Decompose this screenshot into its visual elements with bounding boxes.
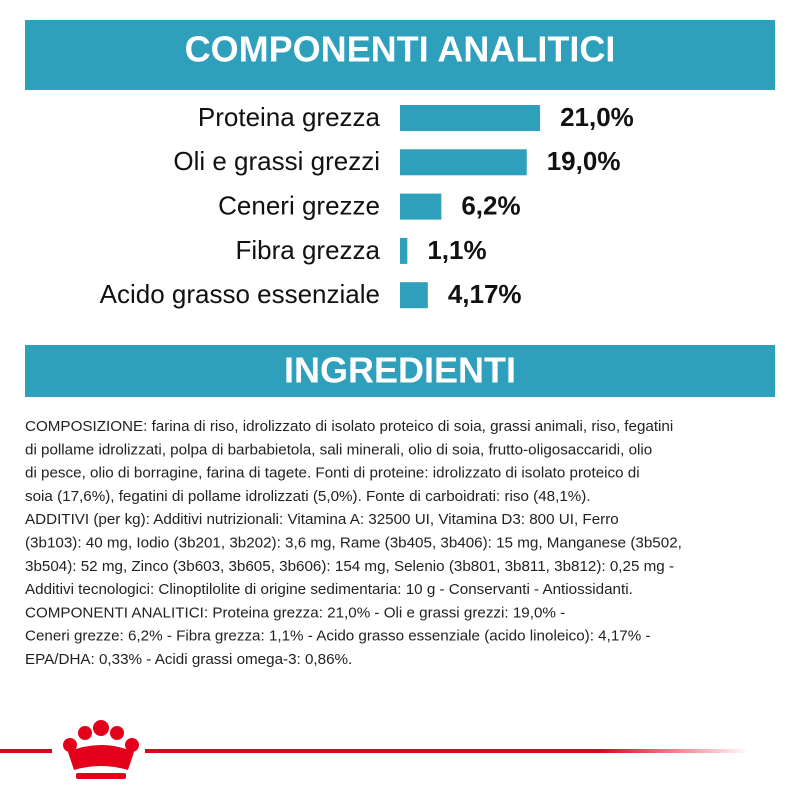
ingredient-line: Ceneri grezze: 6,2% - Fibra grezza: 1,1%… xyxy=(25,628,651,645)
value-label: 4,17% xyxy=(448,279,522,309)
ingredient-line: Additivi tecnologici: Clinoptilolite di … xyxy=(25,581,633,598)
value-label: 6,2% xyxy=(461,190,520,220)
bar xyxy=(400,193,442,220)
ingredient-line: soia (17,6%), fegatini di pollame idroli… xyxy=(25,488,591,505)
category-label: Proteina grezza xyxy=(198,102,381,132)
bar xyxy=(400,237,408,264)
ingredient-line: EPA/DHA: 0,33% - Acidi grassi omega-3: 0… xyxy=(25,651,352,668)
bar xyxy=(400,149,527,176)
bar xyxy=(400,282,428,309)
logo xyxy=(63,720,139,779)
ingredient-line: ADDITIVI (per kg): Additivi nutrizionali… xyxy=(25,511,619,528)
header-band xyxy=(25,345,775,397)
bar xyxy=(400,105,541,131)
footer-line xyxy=(145,749,750,753)
category-label: Ceneri grezze xyxy=(218,190,380,220)
section-title: INGREDIENTI xyxy=(284,350,516,391)
category-label: Oli e grassi grezzi xyxy=(173,146,380,176)
ingredient-line: 3b504): 52 mg, Zinco (3b603, 3b605, 3b60… xyxy=(25,558,674,575)
value-label: 21,0% xyxy=(560,102,634,132)
ingredient-line: (3b103): 40 mg, Iodio (3b201, 3b202): 3,… xyxy=(25,535,682,552)
category-label: Acido grasso essenziale xyxy=(100,279,380,309)
ingredient-line: di pollame idrolizzati, polpa di barbabi… xyxy=(25,441,652,458)
value-label: 1,1% xyxy=(427,235,486,265)
ingredient-line: di pesce, olio di borragine, farina di t… xyxy=(25,465,640,482)
header-band xyxy=(25,20,775,90)
ingredient-line: COMPONENTI ANALITICI: Proteina grezza: 2… xyxy=(25,604,565,621)
category-label: Fibra grezza xyxy=(236,235,381,265)
footer-line xyxy=(0,749,52,753)
ingredient-line: COMPOSIZIONE: farina di riso, idrolizzat… xyxy=(25,418,673,435)
footer xyxy=(0,720,750,779)
chart-title: COMPONENTI ANALITICI xyxy=(185,29,616,70)
value-label: 19,0% xyxy=(547,146,621,176)
